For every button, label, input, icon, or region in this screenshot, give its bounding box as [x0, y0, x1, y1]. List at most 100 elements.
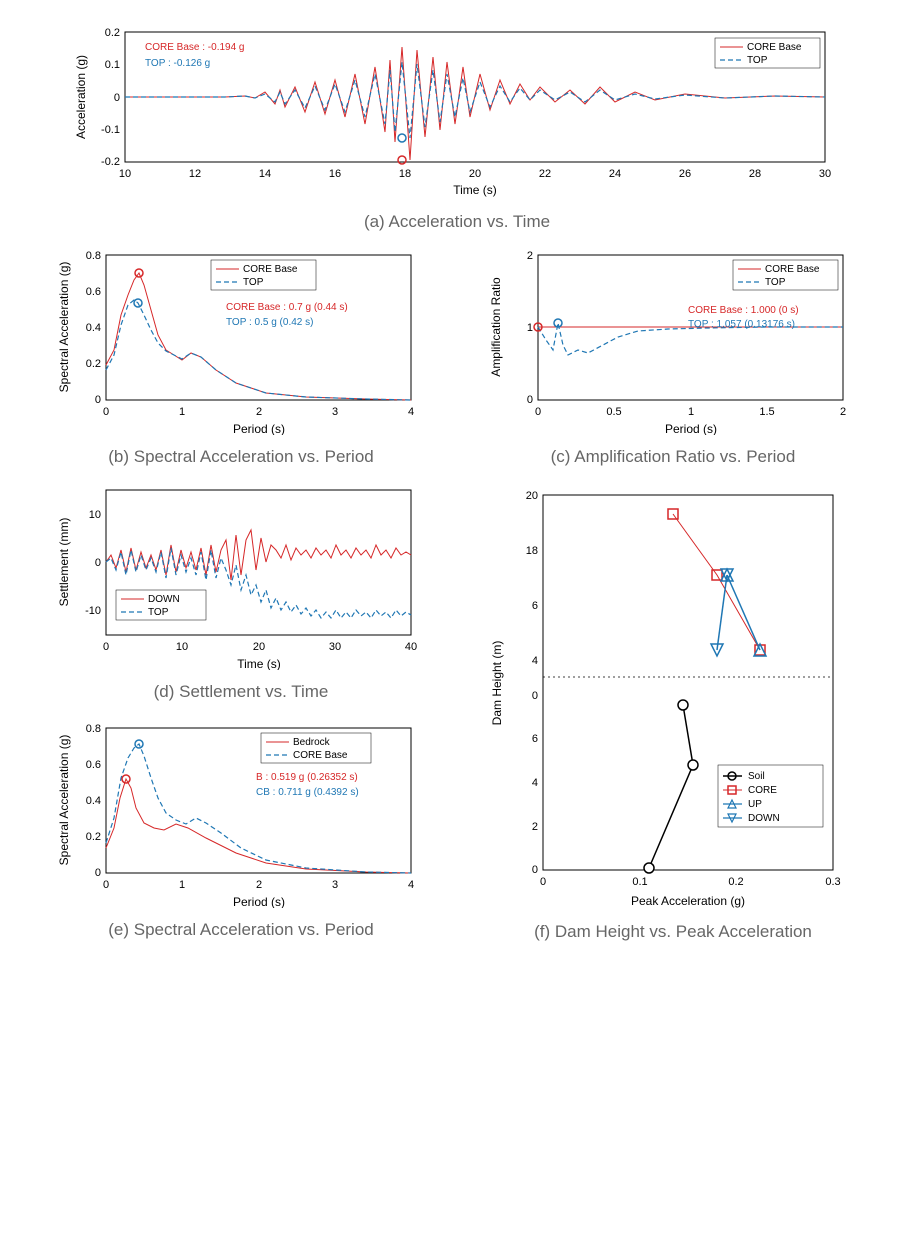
svg-text:14: 14	[259, 168, 271, 180]
svg-text:1: 1	[179, 879, 185, 891]
svg-text:CORE Base: CORE Base	[243, 264, 298, 275]
chart-d: 100-10 010203040 Time (s) Settlement (mm…	[40, 480, 442, 708]
svg-text:40: 40	[405, 641, 417, 653]
chart-a-svg: 0.20.10-0.1-0.2 1012141618202224262830 T…	[67, 20, 847, 200]
svg-text:0: 0	[95, 394, 101, 406]
caption-f: (f) Dam Height vs. Peak Acceleration	[534, 918, 812, 945]
svg-text:3: 3	[332, 406, 338, 418]
svg-text:Soil: Soil	[748, 771, 765, 782]
svg-text:Spectral Acceleration (g): Spectral Acceleration (g)	[57, 735, 71, 866]
legend-a: CORE Base TOP	[715, 38, 820, 68]
svg-text:0: 0	[95, 557, 101, 569]
svg-text:0: 0	[540, 876, 546, 888]
marker-top	[398, 134, 406, 142]
svg-text:1.5: 1.5	[759, 406, 774, 418]
svg-text:Period (s): Period (s)	[233, 422, 285, 435]
svg-text:0.4: 0.4	[86, 795, 101, 807]
svg-text:0.2: 0.2	[86, 358, 101, 370]
svg-text:-0.1: -0.1	[101, 124, 120, 136]
svg-text:-10: -10	[85, 605, 101, 617]
caption-b: (b) Spectral Acceleration vs. Period	[108, 443, 374, 470]
svg-text:TOP: TOP	[243, 277, 264, 288]
svg-text:6: 6	[532, 600, 538, 612]
svg-text:1: 1	[688, 406, 694, 418]
svg-text:UP: UP	[748, 799, 762, 810]
svg-text:4: 4	[532, 655, 538, 667]
svg-text:20: 20	[253, 641, 265, 653]
svg-text:2: 2	[256, 879, 262, 891]
svg-text:1: 1	[527, 322, 533, 334]
chart-f: 201864 06420 00.10.20.3 Peak Acceleratio…	[472, 480, 874, 945]
svg-text:10: 10	[119, 168, 131, 180]
svg-text:4: 4	[408, 879, 414, 891]
svg-text:0: 0	[103, 406, 109, 418]
svg-text:0: 0	[527, 394, 533, 406]
svg-text:DOWN: DOWN	[748, 813, 780, 824]
svg-text:0.5: 0.5	[606, 406, 621, 418]
svg-text:2: 2	[256, 406, 262, 418]
svg-text:CORE Base : 0.7 g (0.44 s): CORE Base : 0.7 g (0.44 s)	[226, 302, 348, 313]
svg-text:0: 0	[535, 406, 541, 418]
chart-a-ylabel: Acceleration (g)	[74, 55, 88, 139]
svg-text:16: 16	[329, 168, 341, 180]
svg-text:0.1: 0.1	[632, 876, 647, 888]
svg-text:CORE Base: CORE Base	[293, 750, 348, 761]
svg-text:4: 4	[532, 777, 538, 789]
svg-text:0.6: 0.6	[86, 286, 101, 298]
svg-text:TOP: TOP	[747, 55, 768, 66]
svg-text:12: 12	[189, 168, 201, 180]
svg-text:2: 2	[527, 250, 533, 262]
svg-text:Period (s): Period (s)	[665, 422, 717, 435]
marker-core-base	[398, 156, 406, 164]
svg-text:Time (s): Time (s)	[237, 657, 281, 670]
chart-a-xlabel: Time (s)	[453, 183, 497, 197]
svg-text:0: 0	[114, 92, 120, 104]
svg-text:0.3: 0.3	[825, 876, 840, 888]
svg-text:28: 28	[749, 168, 761, 180]
svg-text:2: 2	[840, 406, 846, 418]
svg-text:0.6: 0.6	[86, 759, 101, 771]
svg-text:20: 20	[469, 168, 481, 180]
svg-text:0: 0	[95, 867, 101, 879]
svg-text:3: 3	[332, 879, 338, 891]
svg-text:CORE: CORE	[748, 785, 777, 796]
svg-text:0.2: 0.2	[105, 27, 120, 39]
svg-text:Peak Acceleration (g): Peak Acceleration (g)	[631, 894, 745, 908]
svg-text:22: 22	[539, 168, 551, 180]
chart-e: 0.80.60.40.20 01234 Period (s) Spectral …	[40, 718, 442, 946]
svg-text:CORE Base: CORE Base	[747, 42, 802, 53]
caption-d: (d) Settlement vs. Time	[154, 678, 329, 705]
svg-text:10: 10	[89, 509, 101, 521]
svg-text:1: 1	[179, 406, 185, 418]
chart-a: 0.20.10-0.1-0.2 1012141618202224262830 T…	[40, 20, 874, 235]
svg-text:TOP: TOP	[148, 607, 169, 618]
svg-text:Spectral Acceleration (g): Spectral Acceleration (g)	[57, 262, 71, 393]
svg-text:4: 4	[408, 406, 414, 418]
svg-text:CORE Base : 1.000 (0 s): CORE Base : 1.000 (0 s)	[688, 305, 799, 316]
svg-text:Settlement (mm): Settlement (mm)	[57, 518, 71, 607]
anno-top: TOP : -0.126 g	[145, 58, 210, 69]
svg-text:0: 0	[532, 690, 538, 702]
svg-text:Bedrock: Bedrock	[293, 737, 331, 748]
svg-text:0.1: 0.1	[105, 59, 120, 71]
svg-text:-0.2: -0.2	[101, 156, 120, 168]
svg-text:TOP: TOP	[765, 277, 786, 288]
svg-text:0.4: 0.4	[86, 322, 101, 334]
svg-text:0: 0	[103, 641, 109, 653]
svg-text:TOP : 0.5 g (0.42 s): TOP : 0.5 g (0.42 s)	[226, 317, 313, 328]
svg-text:CB : 0.711 g (0.4392 s): CB : 0.711 g (0.4392 s)	[256, 787, 359, 798]
svg-text:30: 30	[819, 168, 831, 180]
svg-text:Period (s): Period (s)	[233, 895, 285, 908]
svg-text:Dam Height (m): Dam Height (m)	[490, 641, 504, 726]
svg-text:0.2: 0.2	[86, 831, 101, 843]
caption-c: (c) Amplification Ratio vs. Period	[551, 443, 796, 470]
chart-b: 0.80.60.40.20 01234 Period (s) Spectral …	[40, 245, 442, 470]
svg-text:2: 2	[532, 821, 538, 833]
svg-text:0.2: 0.2	[728, 876, 743, 888]
svg-text:20: 20	[526, 490, 538, 502]
svg-text:10: 10	[176, 641, 188, 653]
svg-text:0: 0	[103, 879, 109, 891]
chart-c: 2 1 0 0 0.5 1 1.5 2 Period (s) Amplification R…	[472, 245, 874, 470]
svg-text:24: 24	[609, 168, 621, 180]
svg-text:Amplification Ratio: Amplification Ratio	[489, 277, 503, 377]
